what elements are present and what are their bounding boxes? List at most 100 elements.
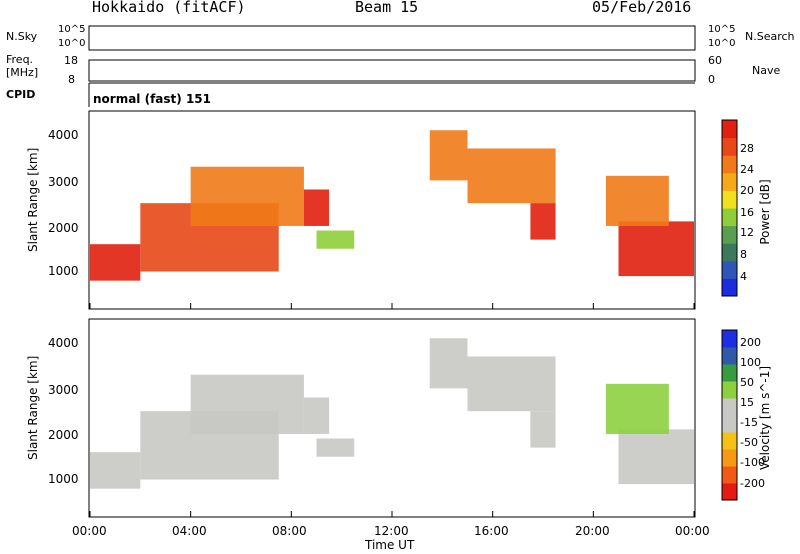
velocity-heatmap (90, 338, 694, 489)
xtick-0400: 04:00 (172, 524, 207, 538)
power-cb-tick-12: 12 (740, 226, 754, 239)
vel-cb-tick-m50: -50 (740, 436, 758, 449)
power-colorbar-frame (721, 119, 738, 297)
velocity-colorbar-swatch-5 (722, 398, 737, 416)
xtick-2400: 00:00 (675, 524, 710, 538)
cpid-label: CPID (6, 88, 36, 101)
noise-left-label: N.Sky (6, 30, 38, 43)
velocity-colorbar-swatch-3 (722, 432, 737, 450)
vel-cb-tick-m100: -100 (740, 456, 765, 469)
velocity-colorbar-swatch-6 (722, 381, 737, 399)
vel-cb-tick-100: 100 (740, 356, 761, 369)
velocity-colorbar-label: Velocity [m s^-1] (758, 365, 772, 470)
power-ylabel: Slant Range [km] (26, 147, 40, 252)
xtick-0000: 00:00 (72, 524, 107, 538)
power-region-5 (429, 130, 468, 181)
power-colorbar-swatch-8 (722, 137, 737, 156)
velocity-region-4 (316, 438, 355, 457)
power-colorbar-swatch-0 (722, 278, 737, 297)
power-region-8 (618, 221, 694, 277)
power-cb-tick-24: 24 (740, 163, 754, 176)
xtick-1200: 12:00 (374, 524, 409, 538)
xtick-2000: 20:00 (575, 524, 610, 538)
power-colorbar-swatch-6 (722, 172, 737, 191)
vel-cb-tick-15: 15 (740, 396, 754, 409)
velocity-ylabel: Slant Range [km] (26, 355, 40, 460)
power-colorbar-swatch-1 (722, 260, 737, 279)
vel-cb-tick-50: 50 (740, 376, 754, 389)
station-title: Hokkaido (fitACF) (92, 0, 246, 16)
cpid-value: normal (fast) 151 (93, 92, 211, 106)
velocity-colorbar-swatch-2 (722, 449, 737, 467)
noise-right-bottom-tick: 10^0 (708, 38, 736, 49)
velocity-colorbar-swatch-4 (722, 415, 737, 433)
vel-ytick-2000: 2000 (48, 428, 79, 442)
velocity-region-5 (429, 338, 468, 389)
power-colorbar-swatch-5 (722, 190, 737, 209)
velocity-colorbar-swatch-8 (722, 347, 737, 365)
velocity-region-9 (605, 383, 669, 434)
noise-left-top-tick: 10^5 (58, 24, 86, 35)
axis-ticks (89, 303, 695, 517)
velocity-region-3 (303, 397, 330, 434)
freq-right-label: Nave (752, 64, 781, 77)
vel-ytick-4000: 4000 (48, 336, 79, 350)
velocity-region-7 (530, 411, 556, 448)
vel-cb-tick-m200: -200 (740, 477, 765, 490)
velocity-region-6 (467, 356, 556, 412)
freq-left-top-tick: 18 (64, 54, 78, 67)
power-colorbar-swatch-2 (722, 243, 737, 262)
power-region-2 (190, 166, 304, 226)
vel-ytick-1000: 1000 (48, 472, 79, 486)
date-title: 05/Feb/2016 (592, 0, 692, 16)
velocity-colorbar-frame (721, 329, 738, 501)
noise-right-label: N.Search (745, 30, 795, 43)
power-cb-tick-20: 20 (740, 184, 754, 197)
power-region-6 (467, 148, 556, 204)
power-heatmap (90, 130, 694, 281)
power-ytick-4000: 4000 (48, 128, 79, 142)
power-cb-tick-28: 28 (740, 142, 754, 155)
power-region-3 (303, 189, 330, 226)
power-colorbar-label: Power [dB] (758, 179, 772, 245)
xlabel: Time UT (365, 538, 415, 552)
vel-cb-tick-m15: -15 (740, 416, 758, 429)
xtick-1600: 16:00 (474, 524, 509, 538)
velocity-region-0 (90, 452, 141, 489)
noise-right-top-tick: 10^5 (708, 24, 736, 35)
power-region-4 (316, 230, 355, 249)
power-colorbar-swatch-3 (722, 225, 737, 244)
velocity-colorbar-swatch-0 (722, 483, 737, 501)
freq-right-top-tick: 60 (708, 54, 722, 67)
power-region-9 (605, 175, 669, 226)
freq-label-1: Freq. (6, 53, 34, 66)
velocity-colorbar-swatch-9 (722, 330, 737, 348)
power-cb-tick-4: 4 (740, 270, 747, 283)
velocity-colorbar (721, 329, 738, 501)
velocity-colorbar-swatch-1 (722, 466, 737, 484)
freq-panel-frame (88, 59, 696, 82)
freq-label-2: [MHz] (6, 66, 39, 79)
power-colorbar-swatch-7 (722, 155, 737, 174)
power-cb-tick-16: 16 (740, 206, 754, 219)
velocity-region-2 (190, 374, 304, 434)
freq-left-bottom-tick: 8 (68, 73, 75, 86)
xtick-0800: 08:00 (272, 524, 307, 538)
power-region-7 (530, 203, 556, 240)
freq-right-bottom-tick: 0 (708, 73, 715, 86)
power-colorbar-swatch-4 (722, 208, 737, 227)
beam-title: Beam 15 (355, 0, 419, 16)
power-ytick-3000: 3000 (48, 175, 79, 189)
power-ytick-1000: 1000 (48, 264, 79, 278)
velocity-colorbar-swatch-7 (722, 364, 737, 382)
power-colorbar-swatch-9 (722, 120, 737, 139)
power-region-0 (90, 244, 141, 281)
noise-panel-frame (88, 25, 696, 51)
power-colorbar (721, 119, 738, 297)
power-cb-tick-8: 8 (740, 248, 747, 261)
power-ytick-2000: 2000 (48, 221, 79, 235)
vel-cb-tick-200: 200 (740, 336, 761, 349)
noise-left-bottom-tick: 10^0 (58, 38, 86, 49)
velocity-region-8 (618, 429, 694, 485)
